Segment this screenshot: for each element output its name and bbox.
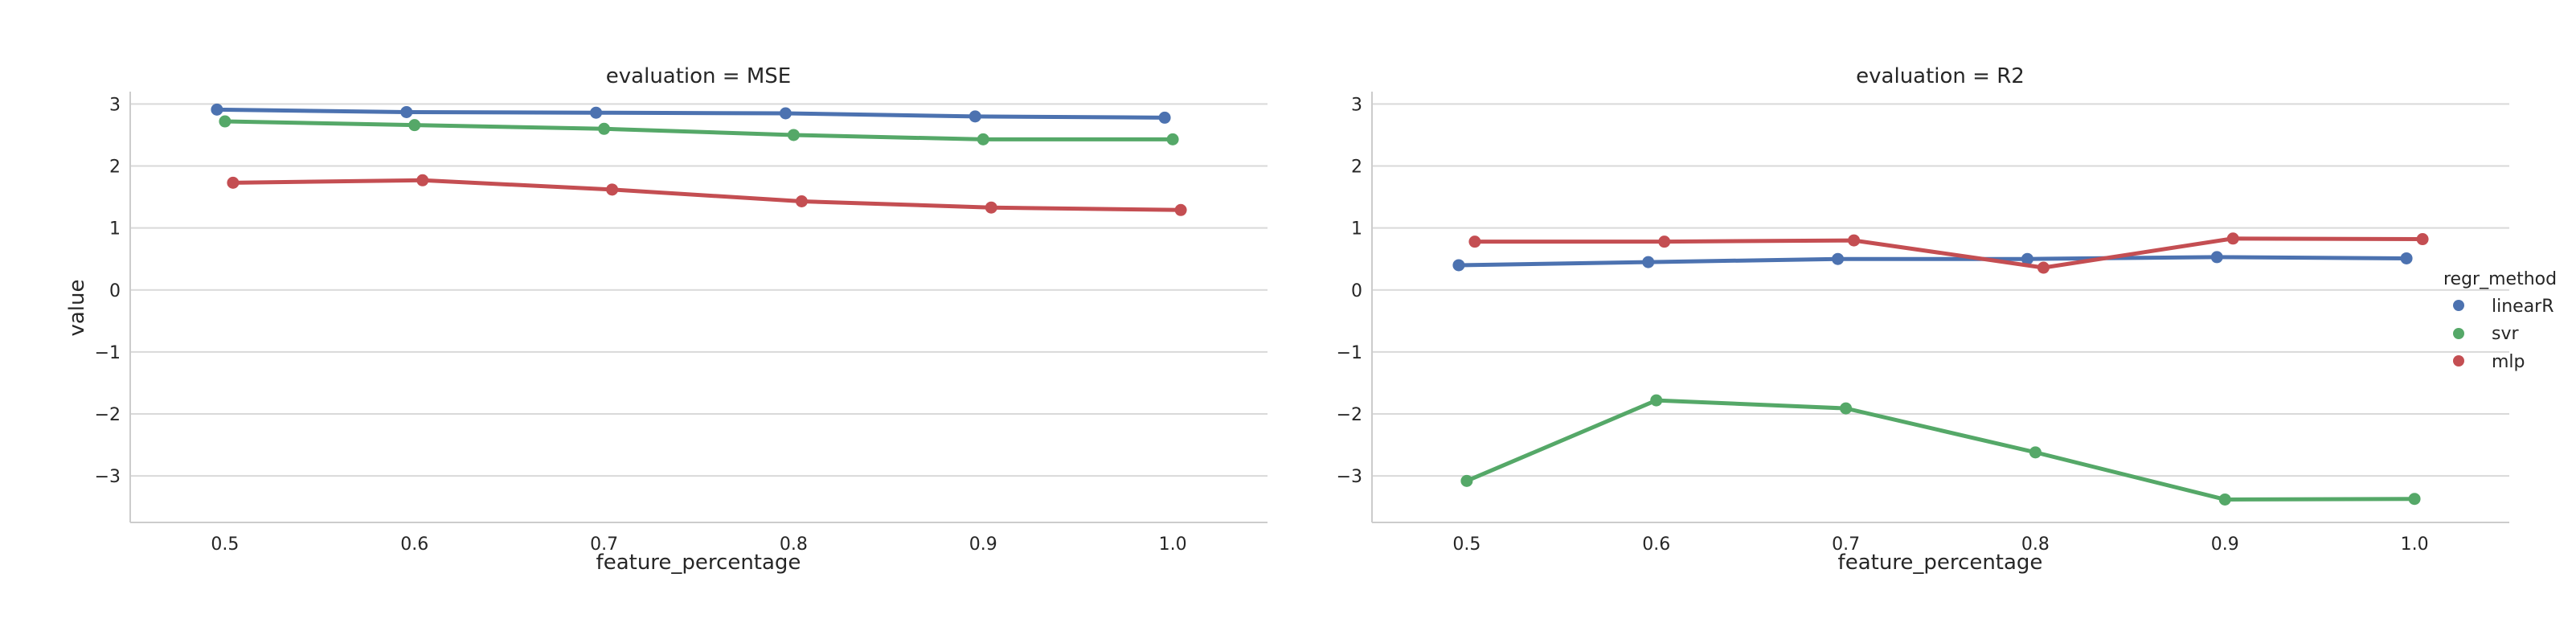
mse-x-tick-label: 0.5 (211, 534, 239, 555)
mse-data-point-linearR (1158, 111, 1171, 124)
mse-data-point-svr (977, 133, 989, 145)
mse-series-linearR (211, 103, 1171, 124)
mse-y-tick-label: 1 (109, 219, 121, 240)
mse-y-tick-label: 3 (109, 95, 121, 115)
r2-gridlines (1372, 103, 2509, 477)
legend-label-svr: svr (2492, 324, 2519, 344)
r2-series-mlp (1468, 232, 2429, 274)
r2-x-tick-label: 0.9 (2211, 534, 2239, 555)
r2-y-tick-label: 1 (1351, 219, 1362, 240)
r2-data-point-linearR (2210, 251, 2223, 264)
r2-x-tick-label: 0.6 (1642, 534, 1670, 555)
mse-x-tick-label: 0.9 (969, 534, 997, 555)
legend-marker-linearR (2453, 300, 2464, 311)
mse-data-point-mlp (416, 174, 429, 186)
mse-series-mlp (227, 174, 1187, 216)
mse-y-tick-label: 2 (109, 158, 121, 178)
r2-y-tick-label: −1 (1337, 343, 1362, 363)
mse-data-point-mlp (606, 183, 619, 196)
r2-x-axis-label: feature_percentage (1838, 551, 2043, 575)
r2-data-point-mlp (1658, 235, 1671, 248)
r2-x-tick-label: 0.5 (1452, 534, 1480, 555)
r2-y-tick-label: 2 (1351, 158, 1362, 178)
r2-series-linearR (1452, 251, 2413, 272)
mse-y-tick-label: 0 (109, 281, 121, 301)
mse-panel: evaluation = MSE feature_percentage valu… (65, 64, 1268, 575)
mse-data-point-svr (787, 129, 800, 141)
mse-series-line-linearR (216, 107, 1165, 120)
r2-panel-title: evaluation = R2 (1856, 64, 2025, 88)
r2-y-tick-label: 3 (1351, 95, 1362, 115)
r2-y-tick-label: −2 (1337, 405, 1362, 425)
r2-data-point-linearR (2021, 252, 2033, 265)
mse-data-point-svr (1166, 133, 1179, 145)
mse-data-point-linearR (779, 107, 792, 120)
r2-y-tick-label: −3 (1337, 467, 1362, 487)
mse-x-tick-label: 0.6 (400, 534, 428, 555)
r2-y-tick-label: 0 (1351, 281, 1362, 301)
mse-series-svr (219, 115, 1179, 145)
legend-item-linearR: linearR (2453, 297, 2554, 317)
legend-label-linearR: linearR (2492, 297, 2554, 317)
r2-panel: evaluation = R2 feature_percentage 3 2 1 0 −… (1337, 64, 2509, 575)
mse-y-tick-label: −1 (95, 343, 121, 363)
r2-x-tick-label: 0.7 (1832, 534, 1860, 555)
r2-data-point-linearR (1452, 259, 1465, 272)
r2-series-line-linearR (1458, 255, 2407, 268)
mse-data-point-linearR (969, 110, 981, 123)
mse-y-tick-label: −2 (95, 405, 121, 425)
legend-marker-svr (2453, 328, 2464, 339)
r2-data-point-linearR (1642, 256, 1655, 268)
mse-data-point-mlp (985, 201, 997, 214)
legend-item-mlp: mlp (2453, 352, 2525, 372)
r2-series-line-mlp (1474, 236, 2423, 270)
mse-data-point-svr (408, 119, 421, 132)
mse-data-point-linearR (211, 103, 223, 116)
y-axis-label: value (65, 279, 89, 336)
mse-data-point-mlp (795, 195, 808, 208)
r2-data-point-mlp (1468, 235, 1481, 248)
mse-x-tick-label: 1.0 (1159, 534, 1187, 555)
mse-data-point-mlp (227, 176, 240, 189)
mse-panel-title: evaluation = MSE (606, 64, 791, 88)
r2-data-point-svr (2218, 493, 2231, 506)
r2-x-tick-label: 0.8 (2021, 534, 2050, 555)
r2-data-point-svr (1840, 402, 1853, 415)
r2-data-point-svr (1650, 394, 1663, 407)
r2-x-tick-label: 1.0 (2401, 534, 2429, 555)
mse-data-point-mlp (1174, 203, 1187, 216)
mse-gridlines (130, 103, 1268, 477)
mse-data-point-svr (598, 122, 611, 135)
mse-x-axis-label: feature_percentage (596, 551, 801, 575)
r2-data-point-mlp (1848, 234, 1861, 247)
r2-data-point-mlp (2226, 232, 2239, 245)
r2-data-point-mlp (2416, 233, 2429, 246)
legend-item-svr: svr (2453, 324, 2519, 344)
r2-series-svr (1460, 394, 2421, 506)
r2-data-point-svr (1460, 474, 1473, 487)
r2-data-point-mlp (2037, 261, 2050, 274)
mse-data-point-linearR (590, 106, 603, 119)
mse-data-point-svr (219, 115, 231, 128)
r2-data-point-svr (2029, 446, 2042, 459)
mse-series-line-svr (224, 119, 1173, 141)
legend-marker-mlp (2453, 355, 2464, 367)
mse-y-tick-label: −3 (95, 467, 121, 487)
legend-label-mlp: mlp (2492, 352, 2525, 372)
r2-series-line-svr (1465, 398, 2415, 502)
legend-title: regr_method (2443, 269, 2557, 289)
mse-series-line-mlp (232, 178, 1182, 212)
r2-data-point-linearR (1832, 252, 1845, 265)
mse-x-tick-label: 0.7 (590, 534, 618, 555)
mse-x-tick-label: 0.8 (780, 534, 808, 555)
r2-data-point-linearR (2400, 252, 2413, 264)
legend: regr_method linearR svr mlp (2443, 269, 2557, 372)
r2-data-point-svr (2408, 493, 2421, 506)
mse-data-point-linearR (400, 105, 413, 118)
